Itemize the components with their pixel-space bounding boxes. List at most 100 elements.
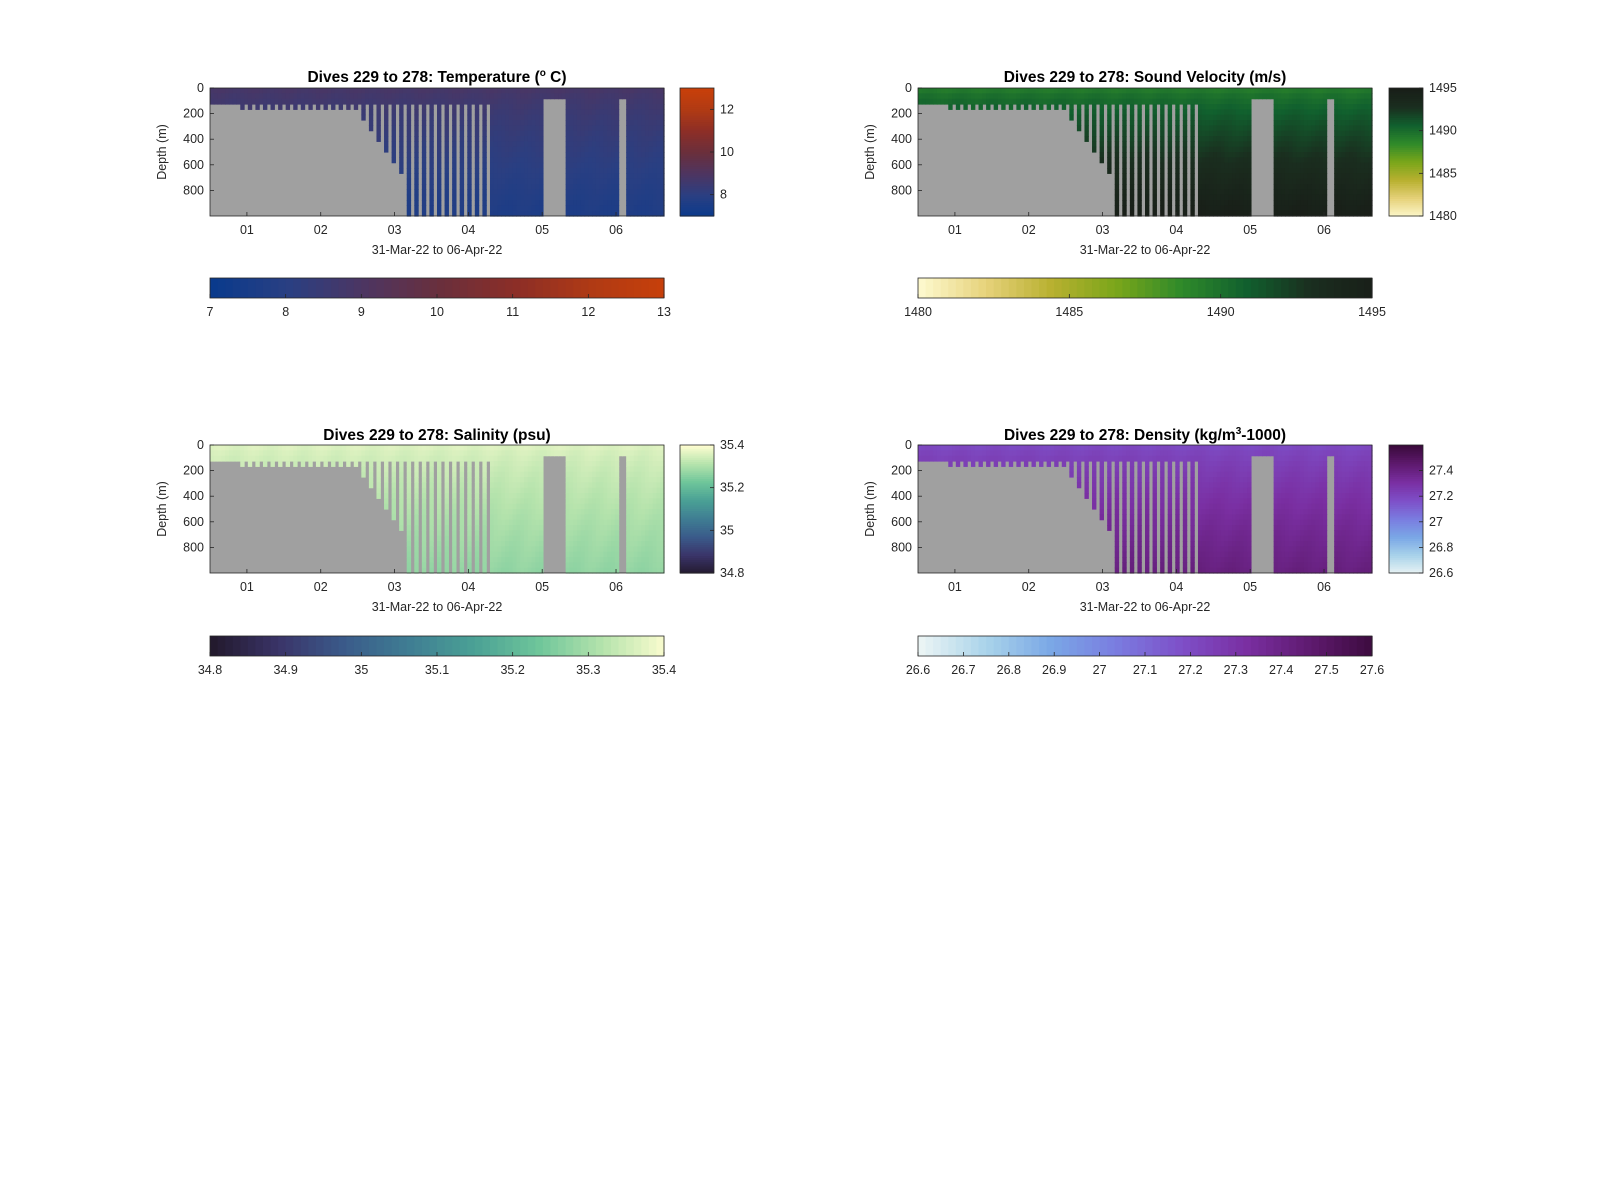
heatmap-cell [293, 455, 298, 462]
heatmap-cell [1235, 200, 1241, 206]
heatmap-cell [1239, 157, 1244, 164]
heatmap-cell [648, 498, 654, 505]
heatmap-cell [629, 562, 635, 569]
heatmap-cell [648, 168, 654, 174]
heatmap-cell [614, 562, 620, 569]
heatmap-cell [459, 141, 465, 148]
heatmap-cell [588, 535, 593, 542]
heatmap-cell [1197, 125, 1203, 132]
heatmap-cell [1341, 189, 1347, 196]
heatmap-cell [1337, 130, 1343, 137]
heatmap-cell [228, 88, 234, 94]
heatmap-cell [489, 88, 495, 94]
heatmap-cell [452, 493, 457, 499]
heatmap-cell [1110, 88, 1116, 94]
heatmap-cell [270, 445, 275, 451]
heatmap-cell [425, 445, 431, 451]
heatmap-cell [459, 189, 465, 196]
heatmap-cell [406, 162, 412, 169]
heatmap-cell [467, 93, 472, 100]
heatmap-cell [599, 152, 605, 158]
heatmap-cell [1216, 189, 1222, 196]
heatmap-cell [584, 178, 589, 185]
heatmap-cell [1266, 93, 1271, 100]
heatmap-cell [607, 530, 612, 537]
heatmap-cell [569, 535, 574, 542]
heatmap-cell [1167, 130, 1173, 137]
heatmap-cell [368, 461, 374, 467]
heatmap-cell [497, 445, 502, 451]
heatmap-cell [626, 168, 631, 174]
heatmap-cell [1288, 194, 1294, 201]
heatmap-cell [561, 445, 567, 451]
heatmap-cell [527, 184, 533, 190]
heatmap-cell [633, 205, 639, 212]
heatmap-cell [459, 477, 465, 483]
heatmap-cell [1175, 210, 1180, 217]
hcolorbar-segment [1364, 278, 1373, 298]
heatmap-cell [467, 509, 472, 515]
colorbar-segment [680, 145, 714, 149]
heatmap-cell [626, 93, 631, 100]
heatmap-cell [505, 525, 510, 531]
heatmap-cell [1129, 146, 1135, 153]
heatmap-cell [588, 210, 593, 217]
heatmap-cell [1315, 109, 1320, 116]
heatmap-cell [1122, 157, 1127, 164]
heatmap-cell [493, 194, 499, 201]
heatmap-cell [312, 450, 317, 457]
heatmap-cell [520, 450, 525, 457]
x-tick-label: 06 [1317, 223, 1331, 237]
heatmap-cell [1201, 109, 1207, 116]
heatmap-cell [569, 519, 574, 526]
heatmap-cell [1232, 189, 1237, 196]
heatmap-cell [1337, 120, 1343, 126]
heatmap-cell [607, 525, 612, 531]
heatmap-cell [421, 178, 427, 185]
heatmap-cell [1228, 109, 1233, 116]
heatmap-cell [599, 125, 605, 132]
heatmap-cell [648, 503, 654, 510]
heatmap-cell [414, 98, 419, 105]
heatmap-cell [289, 450, 294, 457]
heatmap-cell [535, 503, 540, 510]
heatmap-cell [512, 530, 518, 537]
heatmap-cell [648, 88, 654, 94]
heatmap-cell [1277, 162, 1282, 169]
heatmap-cell [493, 471, 499, 478]
heatmap-cell [645, 498, 650, 505]
heatmap-cell [1337, 152, 1343, 158]
heatmap-cell [531, 184, 536, 190]
heatmap-cell [406, 189, 412, 196]
heatmap-cell [599, 541, 605, 547]
heatmap-cell [595, 141, 601, 148]
heatmap-cell [626, 498, 631, 505]
heatmap-cell [1205, 125, 1210, 132]
heatmap-cell [565, 530, 571, 537]
heatmap-cell [493, 178, 499, 185]
heatmap-cell [520, 120, 525, 126]
heatmap-cell [489, 503, 495, 510]
hcolorbar-segment [210, 278, 219, 298]
heatmap-cell [584, 493, 589, 499]
heatmap-cell [474, 466, 480, 473]
heatmap-cell [482, 120, 487, 126]
hcolorbar-segment [247, 278, 256, 298]
colorbar-segment [680, 541, 714, 544]
heatmap-cell [970, 445, 976, 451]
heatmap-cell [497, 455, 502, 462]
heatmap-cell [1311, 88, 1316, 94]
heatmap-cell [933, 455, 938, 462]
heatmap-cell [573, 482, 578, 489]
heatmap-cell [535, 498, 540, 505]
heatmap-cell [281, 455, 287, 462]
heatmap-cell [648, 98, 654, 105]
heatmap-cell [467, 104, 472, 110]
heatmap-cell [531, 157, 536, 164]
heatmap-cell [1005, 450, 1010, 457]
heatmap-cell [399, 93, 404, 100]
heatmap-cell [569, 509, 574, 515]
hcolorbar-tick-label: 34.8 [198, 663, 222, 677]
heatmap-cell [637, 477, 642, 483]
heatmap-cell [1307, 162, 1313, 169]
